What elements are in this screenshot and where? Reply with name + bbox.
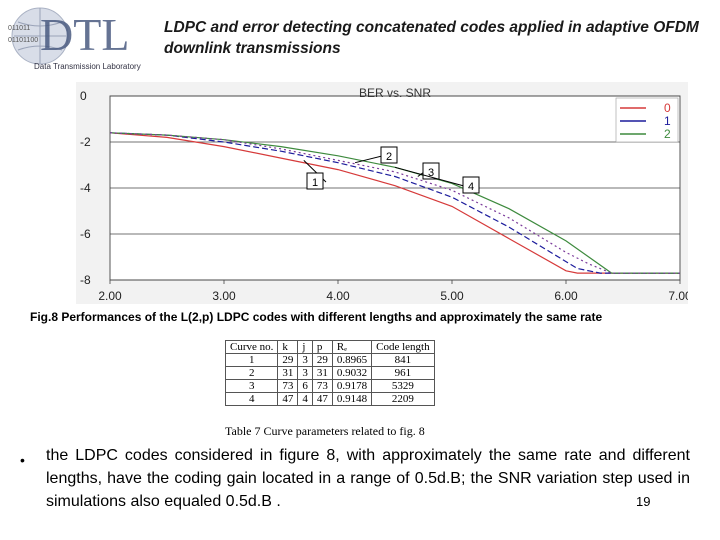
- y-tick-label: -4: [80, 181, 91, 195]
- bullet-icon: •: [20, 452, 25, 468]
- table-cell: 0.9178: [331, 379, 373, 393]
- annotation-label: 2: [386, 151, 392, 163]
- table-cell: 31: [311, 366, 333, 380]
- header-curve-no: Curve no.: [224, 340, 279, 354]
- table-row: 2 31 3 31 0.9032 961: [224, 366, 435, 380]
- y-tick-label: 0: [80, 89, 87, 103]
- annotation-arrow: [394, 166, 465, 187]
- annotation-box: [462, 176, 480, 194]
- annotation-box: [306, 172, 324, 190]
- x-tick-label: 6.00: [554, 289, 578, 303]
- table-cell: 3: [297, 366, 313, 380]
- table-cell: 0.9148: [331, 392, 373, 406]
- annotation-box: [422, 162, 440, 180]
- table-cell: 29: [311, 353, 333, 367]
- x-tick-label: 5.00: [440, 289, 464, 303]
- body-paragraph: the LDPC codes considered in figure 8, w…: [46, 447, 690, 510]
- table-row: 3 73 6 73 0.9178 5329: [224, 379, 435, 393]
- table-cell: 4: [224, 392, 279, 406]
- x-tick-label: 2.00: [98, 289, 122, 303]
- svg-text:DTL: DTL: [40, 9, 129, 60]
- y-tick-label: -2: [80, 135, 91, 149]
- table-row: 1 29 3 29 0.8965 841: [224, 353, 435, 367]
- table-cell: 47: [311, 392, 333, 406]
- annotation-arrow: [354, 155, 383, 164]
- header-j: j: [297, 340, 313, 354]
- header-rate: Rₑ: [331, 340, 373, 354]
- logo-subtitle: Data Transmission Laboratory: [34, 62, 141, 71]
- figure-caption: Fig.8 Performances of the L(2,p) LDPC co…: [30, 310, 603, 324]
- x-tick-label: 4.00: [326, 289, 350, 303]
- page-number: 19: [636, 494, 651, 509]
- y-tick-label: -8: [80, 273, 91, 287]
- table-cell: 0.9032: [331, 366, 373, 380]
- table-cell: 6: [297, 379, 313, 393]
- table-cell: 5329: [371, 379, 435, 393]
- header-k: k: [277, 340, 299, 354]
- annotation-box: [380, 146, 398, 164]
- table-cell: 1: [224, 353, 279, 367]
- table-row: 4 47 4 47 0.9148 2209: [224, 392, 435, 406]
- table-cell: 47: [277, 392, 299, 406]
- table-cell: 3: [297, 353, 313, 367]
- annotation-label: 1: [312, 177, 318, 189]
- header-p: p: [311, 340, 333, 354]
- x-tick-label: 3.00: [212, 289, 236, 303]
- table-cell: 2: [224, 366, 279, 380]
- series-line-0: [109, 132, 680, 274]
- legend-label-0: 0: [664, 101, 671, 115]
- table-cell: 2209: [371, 392, 435, 406]
- legend-label-1: 1: [664, 114, 671, 128]
- annotation-label: 4: [468, 181, 474, 193]
- series-line-1: [109, 132, 680, 274]
- table-header-row: Curve no. k j p Rₑ Code length: [224, 340, 435, 354]
- header-code-length: Code length: [371, 340, 435, 354]
- table-cell: 73: [311, 379, 333, 393]
- table-caption: Table 7 Curve parameters related to fig.…: [225, 424, 425, 438]
- ber-snr-chart: 0 -2 -4 -6 -8 2.00 3.00 4.00 5.00 6.00 7.00 BER vs.…: [80, 86, 688, 303]
- table-cell: 3: [224, 379, 279, 393]
- table-cell: 29: [277, 353, 299, 367]
- annotation-label: 3: [428, 167, 434, 179]
- y-tick-label: -6: [80, 227, 91, 241]
- dtl-logo: DTL 011011 01101100: [8, 7, 129, 65]
- x-tick-label: 7.00: [668, 289, 688, 303]
- legend-label-2: 2: [664, 127, 671, 141]
- slide-title: LDPC and error detecting concatenated co…: [164, 19, 699, 57]
- chart-title: BER vs. SNR: [359, 86, 431, 100]
- svg-text:01101100: 01101100: [8, 37, 38, 44]
- table-cell: 0.8965: [331, 353, 373, 367]
- table-cell: 4: [297, 392, 313, 406]
- table-cell: 31: [277, 366, 299, 380]
- curve-parameters-table: Curve no. k j p Rₑ Code length 1 29 3 29…: [224, 340, 435, 406]
- svg-text:011011: 011011: [8, 25, 30, 32]
- table-cell: 841: [371, 353, 435, 367]
- table-cell: 73: [277, 379, 299, 393]
- table-cell: 961: [371, 366, 435, 380]
